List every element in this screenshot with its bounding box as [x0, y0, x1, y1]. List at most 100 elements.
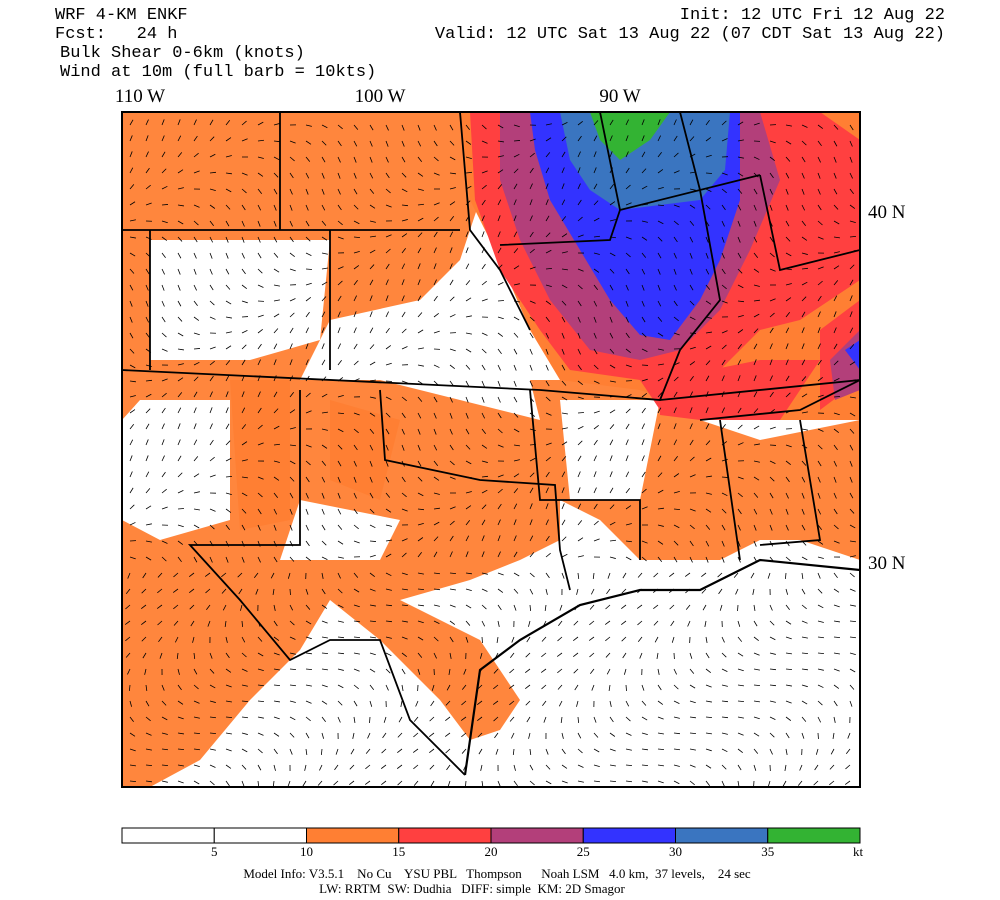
wind-barb	[289, 700, 296, 703]
wind-barb	[657, 540, 664, 545]
wind-barb	[849, 327, 854, 334]
wind-barb	[622, 652, 627, 659]
wind-barb	[193, 540, 199, 546]
wind-barb	[593, 235, 601, 238]
wind-barb	[705, 316, 712, 319]
wind-barb	[273, 620, 278, 627]
wind-barb	[193, 652, 196, 660]
wind-barb	[289, 652, 296, 655]
wind-barb	[385, 188, 391, 194]
wind-barb	[785, 508, 789, 515]
wind-barb	[657, 716, 664, 720]
wind-barb	[737, 764, 742, 771]
wind-barb	[849, 572, 855, 578]
wind-barb	[481, 280, 487, 286]
wind-barb	[481, 298, 488, 302]
wind-barb	[273, 313, 280, 318]
wind-barb	[369, 379, 376, 382]
wind-barb	[401, 233, 408, 238]
wind-barb	[497, 412, 502, 419]
wind-barb	[609, 395, 616, 398]
wind-barb	[289, 359, 293, 366]
wind-barb	[609, 487, 614, 494]
wind-barb	[845, 764, 851, 770]
wind-barb	[817, 394, 824, 398]
wind-barb	[833, 220, 840, 225]
wind-barb	[497, 155, 504, 158]
wind-barb	[673, 300, 678, 307]
wind-barb	[673, 236, 678, 243]
wind-barb	[337, 716, 341, 723]
wind-barb	[177, 508, 185, 510]
wind-barb	[257, 668, 264, 672]
wind-barb	[849, 236, 857, 238]
wind-barb	[273, 375, 277, 382]
wind-barb	[401, 508, 408, 512]
wind-barb	[689, 439, 694, 446]
wind-barb	[577, 537, 584, 542]
wind-barb	[689, 153, 696, 158]
wind-barb	[813, 780, 819, 786]
wind-barb	[737, 268, 743, 274]
wind-barb	[145, 379, 153, 382]
wind-barb	[385, 668, 391, 674]
wind-barb	[545, 332, 550, 339]
wind-barb	[174, 636, 179, 643]
wind-barb	[785, 444, 792, 448]
wind-barb	[321, 124, 328, 129]
wind-barb	[177, 236, 183, 242]
wind-barb	[657, 556, 663, 562]
wind-barb	[321, 188, 325, 195]
wind-barb	[129, 184, 135, 190]
wind-barb	[577, 380, 584, 385]
wind-barb	[177, 332, 184, 337]
wind-barb	[849, 249, 856, 254]
wind-barb	[721, 220, 725, 227]
wind-barb	[641, 471, 646, 478]
wind-barb	[849, 684, 855, 690]
wind-barb	[353, 716, 356, 723]
wind-barb	[737, 359, 742, 366]
wind-barb	[177, 152, 183, 158]
wind-barb	[753, 652, 760, 656]
wind-barb	[561, 503, 565, 510]
lon-label: 90 W	[599, 86, 640, 107]
wind-barb	[385, 327, 390, 334]
wind-barb	[509, 652, 515, 658]
wind-barb	[849, 460, 853, 467]
wind-barb	[193, 152, 199, 158]
wind-barb	[417, 263, 421, 270]
wind-barb	[465, 156, 472, 159]
wind-barb	[257, 556, 261, 563]
wind-barb	[481, 444, 488, 449]
wind-barb	[369, 396, 376, 399]
wind-barb	[561, 519, 566, 526]
wind-barb	[529, 780, 535, 786]
model-info: LW: RRTM SW: Dudhia DIFF: simple KM: 2D …	[319, 881, 625, 896]
wind-barb	[270, 572, 275, 579]
wind-barb	[545, 471, 550, 478]
wind-barb	[481, 519, 486, 526]
wind-barb	[753, 764, 757, 771]
wind-barb	[593, 348, 598, 355]
wind-barb	[625, 423, 630, 430]
wind-barb	[337, 620, 344, 623]
wind-barb	[657, 407, 662, 414]
wind-barb	[321, 572, 324, 579]
wind-barb	[240, 604, 243, 611]
wind-barb	[737, 732, 744, 736]
wind-barb	[561, 332, 565, 339]
wind-barb	[477, 684, 483, 690]
wind-barb	[385, 444, 389, 451]
wind-barb	[129, 119, 134, 126]
wind-barb	[209, 252, 213, 259]
wind-barb	[753, 236, 758, 243]
wind-barb	[785, 636, 792, 640]
wind-barb	[785, 156, 791, 162]
wind-barb	[721, 344, 727, 350]
wind-barb	[417, 364, 424, 367]
wind-barb	[481, 489, 488, 494]
wind-barb	[225, 360, 231, 366]
wind-barb	[225, 684, 232, 688]
wind-barb	[289, 492, 294, 499]
